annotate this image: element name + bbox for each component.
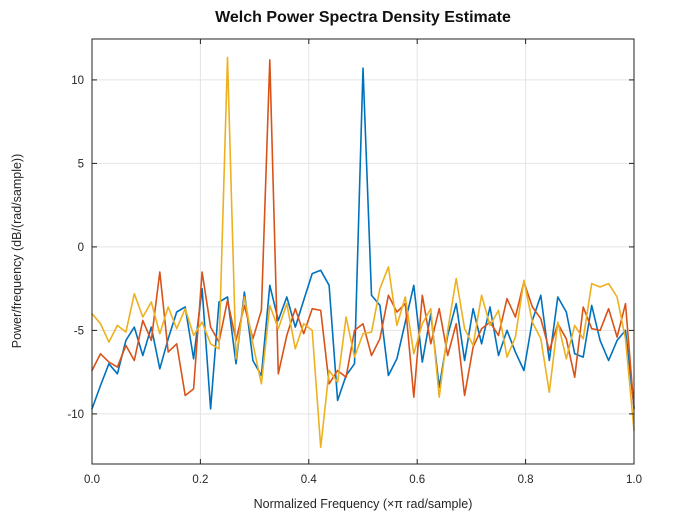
x-tick-label: 0.6 [409,474,425,486]
x-tick-label: 0.8 [518,474,534,486]
y-axis-label: Power/frequency (dB/(rad/sample)) [10,153,24,349]
orange-series-line [91,59,635,410]
blue-series-line [91,67,635,410]
x-axis-label: Normalized Frequency (×π rad/sample) [253,497,473,511]
y-tick-label: -10 [67,409,84,421]
y-tick-label: 5 [78,158,84,170]
y-tick-label: 0 [78,242,84,254]
y-tick-label: 10 [71,75,84,87]
x-tick-label: 0.4 [301,474,318,486]
x-tick-label: 1.0 [626,474,642,486]
x-tick-label: 0.0 [84,474,100,486]
y-tick-label: -5 [74,325,84,337]
x-tick-label: 0.2 [192,474,208,486]
chart-title: Welch Power Spectra Density Estimate [215,9,511,26]
yellow-series-line [91,56,635,449]
axes-box [91,38,635,465]
